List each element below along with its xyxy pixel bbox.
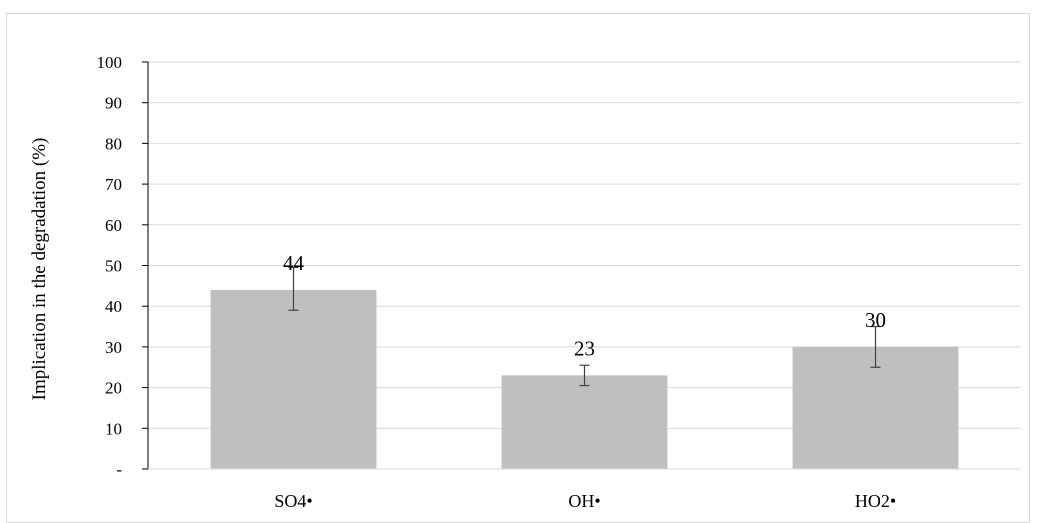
x-category-label: OH• (568, 491, 600, 511)
y-tick-label: 20 (105, 379, 122, 398)
y-axis-label: Implication in the degradation (%) (29, 138, 50, 401)
data-label: 44 (283, 251, 305, 275)
axes (142, 61, 1021, 470)
x-category-label: HO2• (855, 491, 896, 511)
bar-1 (210, 289, 377, 469)
y-tick-label: 50 (105, 257, 122, 276)
error-bars (288, 266, 881, 387)
y-tick-label: 80 (105, 134, 122, 153)
data-labels: 44 23 30 (283, 251, 886, 360)
data-label: 30 (865, 308, 886, 332)
x-category-labels: SO4• OH• HO2• (274, 491, 896, 511)
y-tick-label: - (116, 460, 122, 479)
y-tick-label: 60 (105, 216, 122, 235)
y-tick-label: 30 (105, 338, 122, 357)
y-tick-label: 10 (105, 419, 122, 438)
y-tick-label: 100 (97, 53, 123, 72)
bar-2 (501, 375, 668, 469)
y-tick-label: 70 (105, 175, 122, 194)
y-tick-label: 40 (105, 297, 122, 316)
data-label: 23 (574, 336, 595, 360)
x-category-label: SO4• (274, 491, 312, 511)
y-tick-label: 90 (105, 94, 122, 113)
y-tick-labels: - 10 20 30 40 50 60 70 80 90 100 (97, 53, 123, 479)
